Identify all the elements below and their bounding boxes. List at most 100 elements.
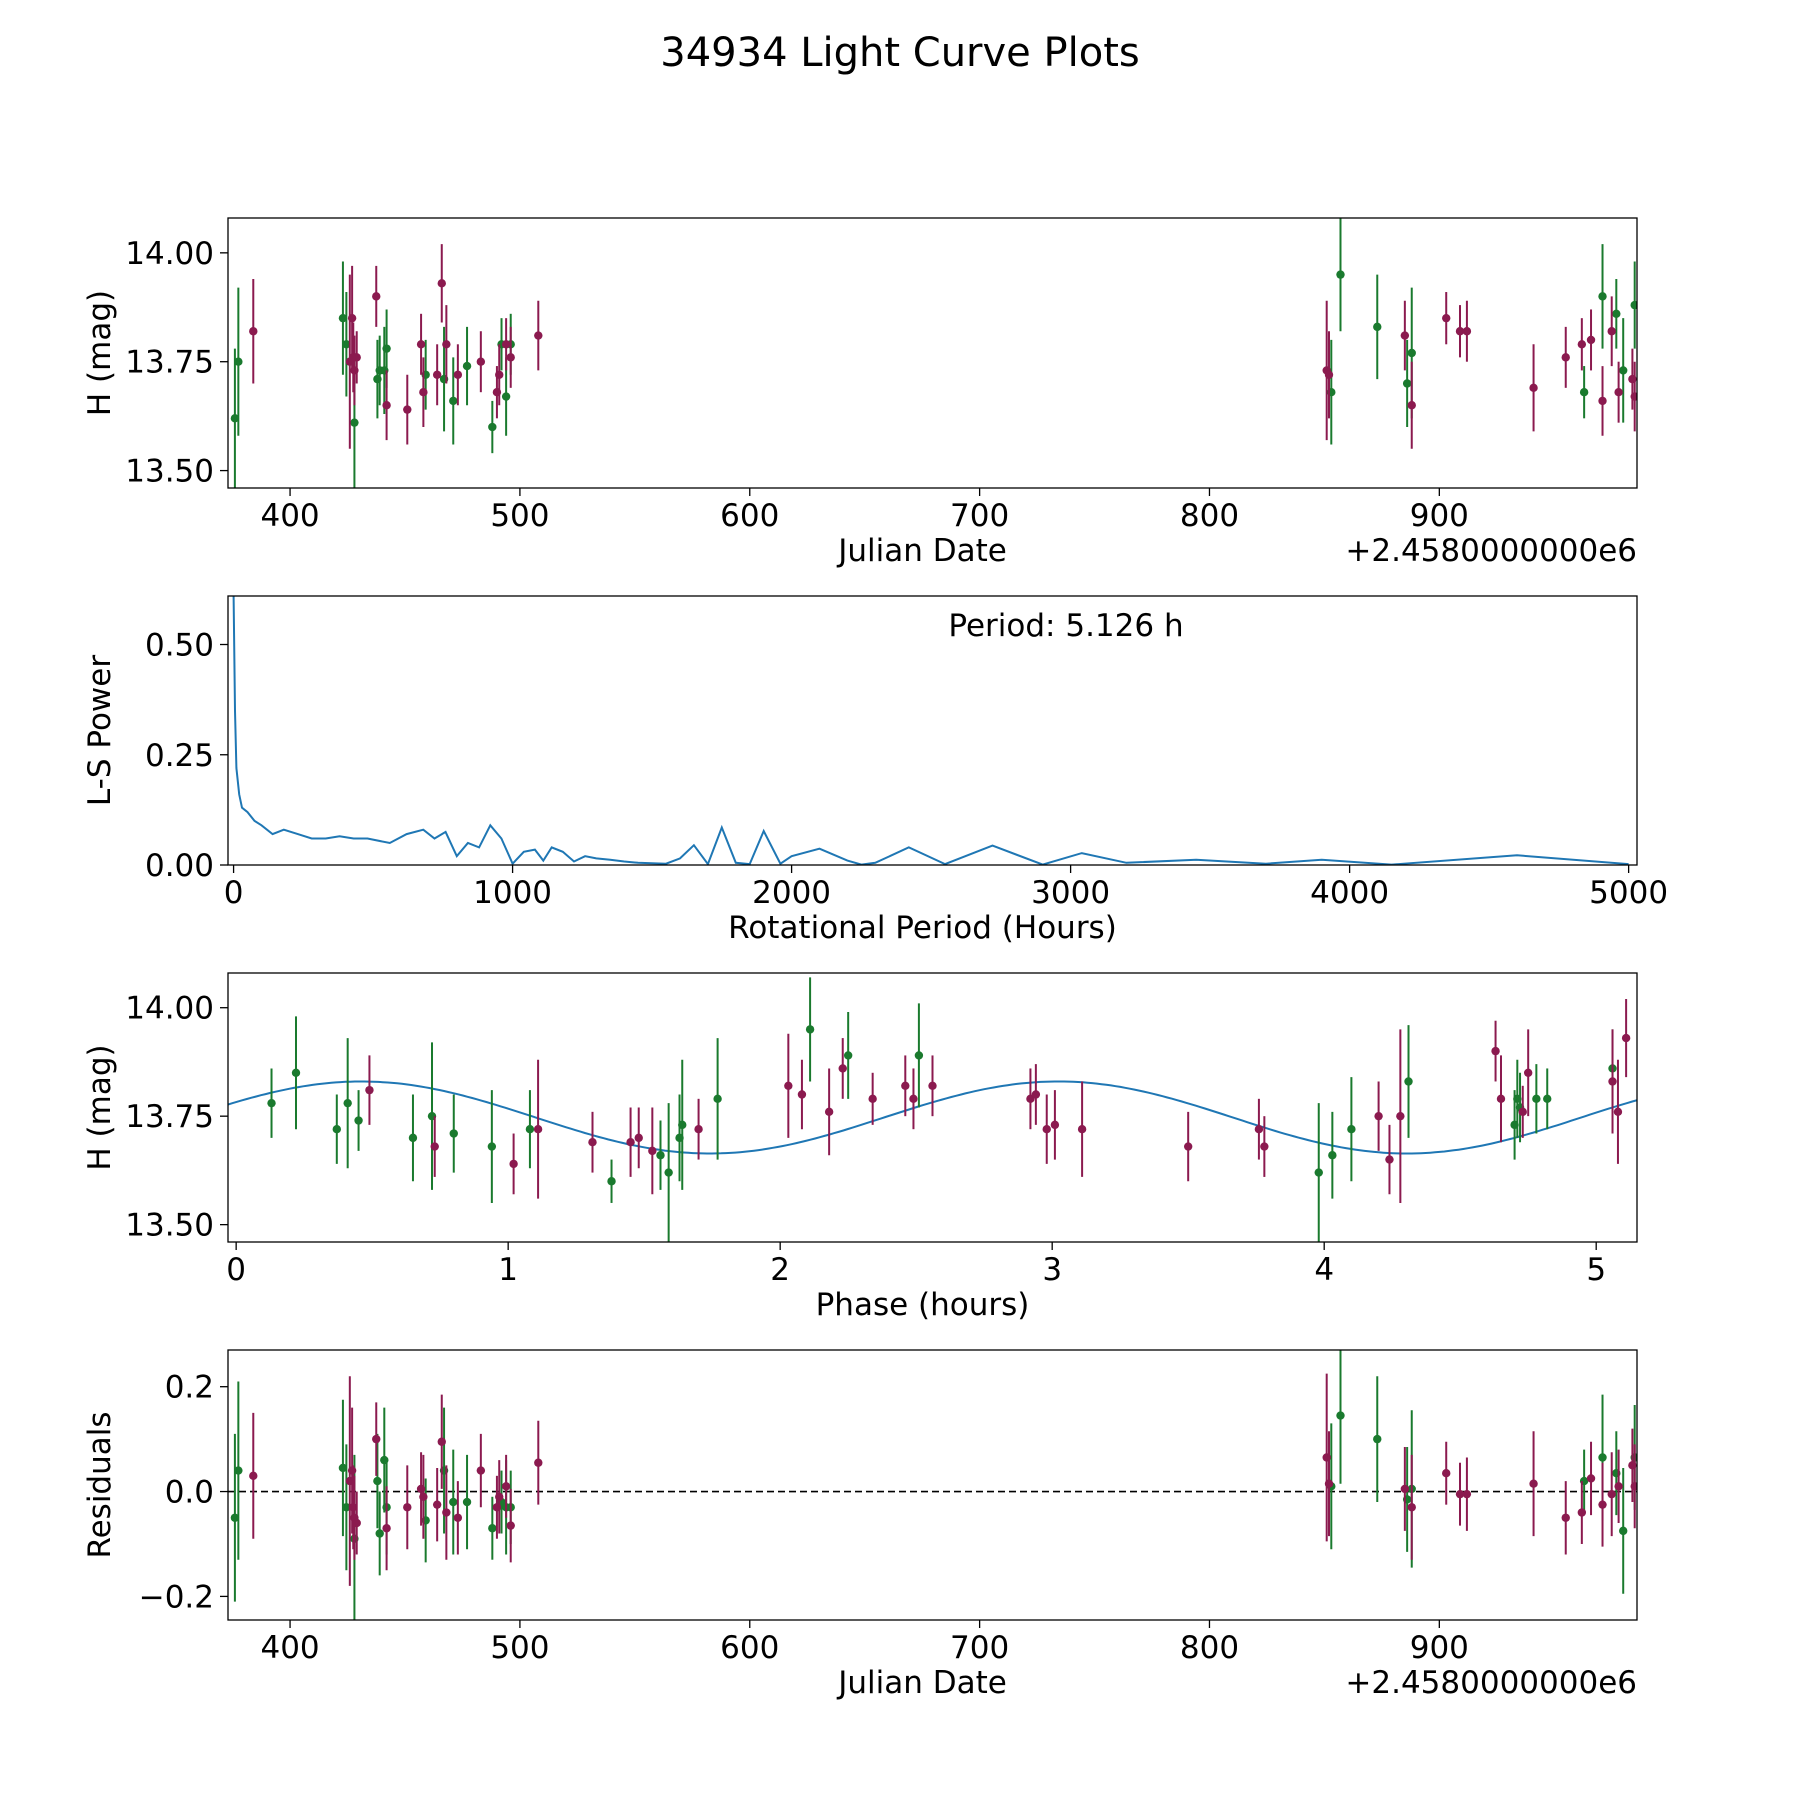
magenta-data-point xyxy=(506,1521,515,1530)
y-tick-label: 13.75 xyxy=(125,1099,214,1135)
magenta-data-point xyxy=(1607,1489,1616,1499)
magenta-data-point xyxy=(1042,1124,1051,1134)
plot-frame xyxy=(227,1349,1638,1621)
magenta-data-point xyxy=(1442,1469,1451,1478)
magenta-data-point xyxy=(1442,313,1451,323)
x-axis-label: Julian Date xyxy=(836,533,1007,569)
y-tick-label: 0.00 xyxy=(145,848,214,884)
green-data-point xyxy=(1373,1434,1382,1444)
magenta-data-point xyxy=(382,401,391,410)
magenta-data-point xyxy=(1491,1046,1500,1056)
x-tick-label: 1000 xyxy=(473,875,552,911)
x-tick-label: 1 xyxy=(498,1252,518,1288)
magenta-data-point xyxy=(824,1107,834,1117)
x-tick-label: 900 xyxy=(1410,1630,1469,1666)
magenta-data-point xyxy=(506,353,515,362)
magenta-data-point xyxy=(495,1492,504,1501)
y-tick-label: −0.2 xyxy=(139,1579,214,1615)
green-data-point xyxy=(234,357,243,366)
x-tick-label: 800 xyxy=(1180,1630,1239,1666)
green-data-point xyxy=(501,392,511,401)
x-offset-label: +2.4580000000e6 xyxy=(1345,533,1637,569)
x-tick-label: 600 xyxy=(720,1630,779,1666)
x-tick-label: 4000 xyxy=(1310,875,1389,911)
magenta-data-point xyxy=(1518,1107,1527,1117)
magenta-data-point xyxy=(249,327,258,336)
magenta-data-point xyxy=(437,279,446,288)
green-data-point xyxy=(1407,348,1416,358)
green-data-point xyxy=(449,1129,458,1138)
green-data-point xyxy=(1532,1094,1541,1104)
green-data-point xyxy=(843,1051,853,1060)
magenta-data-point xyxy=(476,357,486,366)
y-tick-label: 13.75 xyxy=(125,345,214,381)
magenta-data-point xyxy=(476,1466,486,1475)
green-data-point xyxy=(449,396,458,406)
magenta-data-point xyxy=(430,1142,439,1151)
x-tick-label: 600 xyxy=(720,498,779,534)
magenta-data-point xyxy=(626,1138,635,1147)
x-tick-label: 700 xyxy=(950,1630,1009,1666)
green-data-point xyxy=(332,1124,342,1134)
magenta-data-point xyxy=(1031,1090,1041,1099)
magenta-data-point xyxy=(453,1513,463,1522)
x-tick-label: 900 xyxy=(1410,498,1469,534)
green-data-point xyxy=(338,313,348,323)
green-data-point xyxy=(488,422,497,432)
green-data-point xyxy=(1336,270,1345,279)
x-tick-label: 0 xyxy=(224,875,244,911)
magenta-data-point xyxy=(1462,1489,1472,1499)
magenta-data-point xyxy=(1561,1513,1570,1522)
green-data-point xyxy=(1630,300,1637,310)
periodogram-line xyxy=(232,596,1629,865)
plot-frame xyxy=(227,217,1638,489)
magenta-data-point xyxy=(694,1124,703,1134)
data-layer xyxy=(228,1350,1637,1620)
x-tick-label: 0 xyxy=(226,1252,246,1288)
magenta-data-point xyxy=(1598,396,1607,406)
green-data-point xyxy=(267,1098,276,1108)
green-data-point xyxy=(1619,1526,1628,1536)
magenta-data-point xyxy=(347,313,357,323)
magenta-data-point xyxy=(1586,335,1596,345)
light-curve-panel: 400 500 600 700 800 900 13.50 13.75 14.00 Julian … xyxy=(82,217,1638,569)
magenta-data-point xyxy=(1608,1077,1617,1086)
green-data-point xyxy=(449,1497,458,1507)
magenta-data-point xyxy=(1324,370,1334,379)
magenta-data-point xyxy=(1183,1142,1193,1151)
green-data-point xyxy=(525,1124,535,1134)
magenta-data-point xyxy=(1630,392,1637,401)
green-data-point xyxy=(342,1503,351,1512)
magenta-data-point xyxy=(1400,331,1410,340)
magenta-data-point xyxy=(1529,383,1538,393)
green-data-point xyxy=(678,1120,687,1130)
x-axis-label: Phase (hours) xyxy=(816,1287,1030,1323)
green-data-point xyxy=(375,1529,384,1538)
magenta-data-point xyxy=(509,1159,518,1169)
plot-frame xyxy=(227,972,1638,1243)
magenta-data-point xyxy=(1374,1111,1383,1121)
magenta-data-point xyxy=(784,1081,793,1091)
magenta-data-point xyxy=(1254,1124,1264,1134)
magenta-data-point xyxy=(419,1492,428,1501)
y-tick-label: 0.50 xyxy=(145,628,214,664)
green-data-point xyxy=(354,1116,363,1125)
magenta-data-point xyxy=(1324,1479,1334,1488)
green-data-point xyxy=(805,1025,815,1034)
green-data-point xyxy=(230,414,240,423)
magenta-data-point xyxy=(403,1503,412,1512)
magenta-data-point xyxy=(501,340,511,349)
magenta-data-point xyxy=(1614,387,1623,397)
y-axis-label: H (mag) xyxy=(82,290,118,416)
green-data-point xyxy=(1328,1151,1337,1160)
magenta-data-point xyxy=(1455,327,1465,336)
green-data-point xyxy=(373,1476,382,1486)
x-tick-label: 800 xyxy=(1180,498,1239,534)
magenta-data-point xyxy=(453,370,463,379)
magenta-data-point xyxy=(442,340,451,349)
green-data-point xyxy=(1402,379,1412,388)
magenta-data-point xyxy=(432,1500,442,1509)
magenta-data-point xyxy=(1523,1068,1533,1077)
magenta-data-point xyxy=(1455,1489,1465,1499)
period-annotation: Period: 5.126 h xyxy=(948,608,1183,644)
